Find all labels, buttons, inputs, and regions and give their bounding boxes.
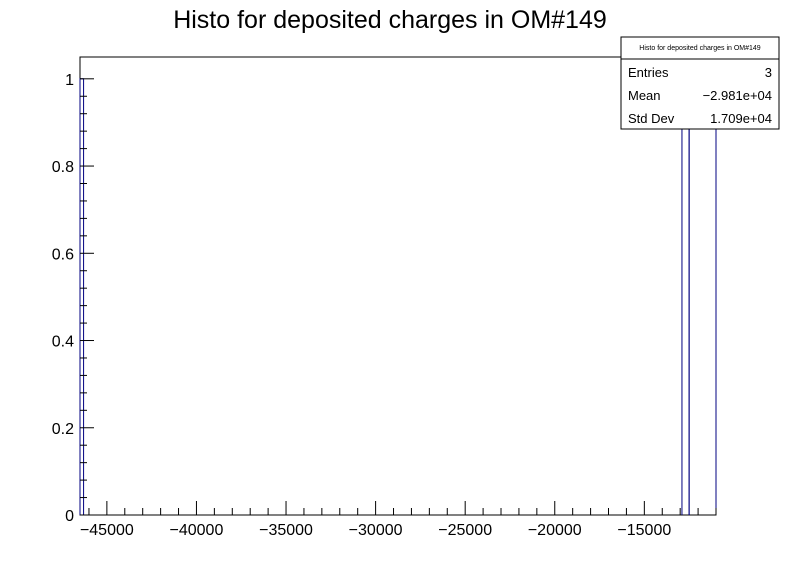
histogram-bin-2 bbox=[688, 78, 717, 515]
histogram-bars bbox=[79, 78, 717, 515]
stats-mean-value: −2.981e+04 bbox=[703, 88, 772, 103]
y-tick-label: 0.8 bbox=[52, 159, 74, 176]
x-tick-label: −20000 bbox=[528, 522, 582, 539]
x-tick-label: −25000 bbox=[438, 522, 492, 539]
stats-box-title: Histo for deposited charges in OM#149 bbox=[639, 45, 761, 52]
x-tick-label: −15000 bbox=[617, 522, 671, 539]
y-tick-label: 0.6 bbox=[52, 246, 74, 263]
stats-entries-value: 3 bbox=[765, 65, 772, 80]
x-axis: −45000 −40000 −35000 −30000 −25000 −20000 −150… bbox=[80, 501, 717, 539]
stats-stddev-label: Std Dev bbox=[628, 111, 675, 126]
stats-entries-label: Entries bbox=[628, 65, 669, 80]
x-tick-label: −45000 bbox=[80, 522, 134, 539]
stats-box-frame bbox=[620, 36, 780, 130]
y-tick-label: 1 bbox=[65, 72, 74, 89]
histogram-bin-1 bbox=[681, 78, 690, 515]
histogram-bin-0 bbox=[79, 78, 85, 515]
stats-stddev-value: 1.709e+04 bbox=[710, 111, 772, 126]
stats-mean-label: Mean bbox=[628, 88, 661, 103]
y-tick-label: 0.2 bbox=[52, 421, 74, 438]
stats-box: Histo for deposited charges in OM#149 En… bbox=[620, 36, 780, 130]
x-tick-label: −35000 bbox=[259, 522, 313, 539]
y-tick-label: 0.4 bbox=[52, 334, 74, 351]
chart-title: Histo for deposited charges in OM#149 bbox=[173, 6, 607, 34]
x-tick-label: −30000 bbox=[349, 522, 403, 539]
x-tick-label: −40000 bbox=[170, 522, 224, 539]
y-tick-label: 0 bbox=[65, 508, 74, 525]
y-axis: 0 0.2 0.4 0.6 0.8 1 bbox=[52, 72, 94, 525]
